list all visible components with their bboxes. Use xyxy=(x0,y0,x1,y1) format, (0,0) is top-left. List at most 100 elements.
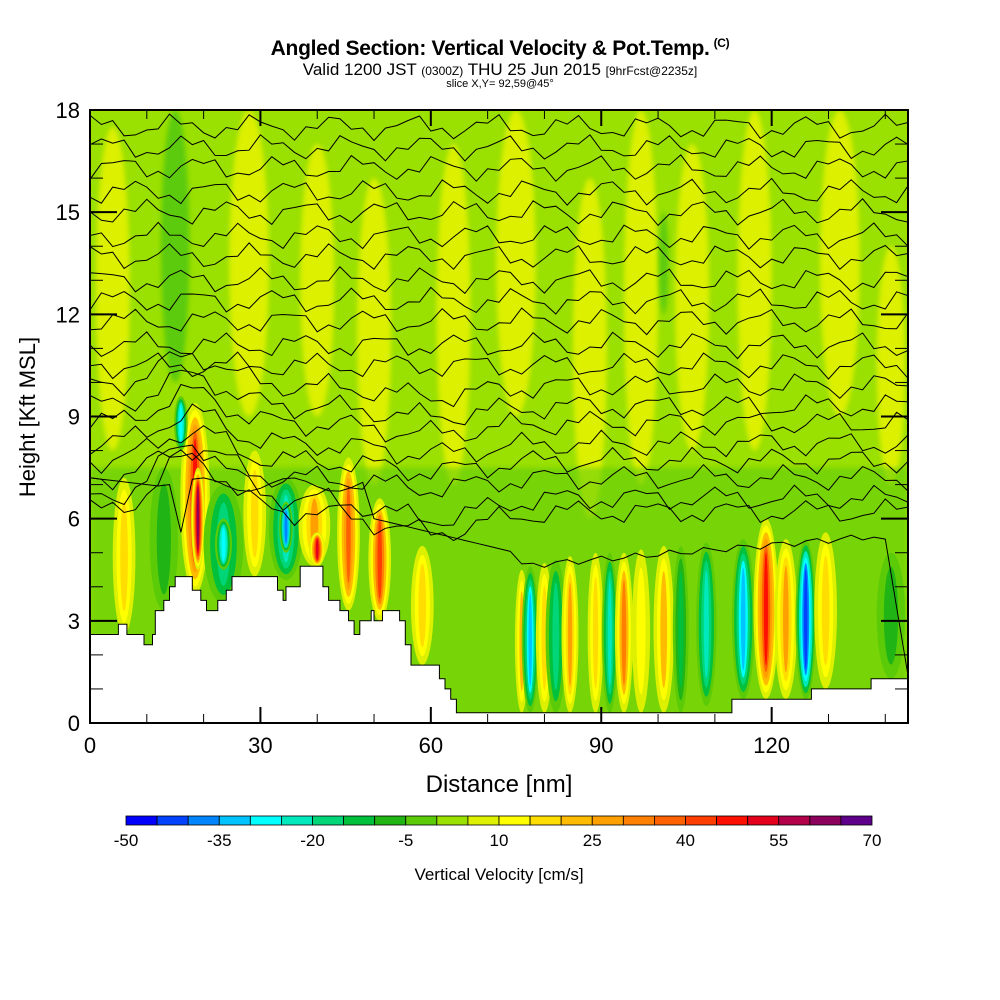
y-tick-label: 15 xyxy=(56,200,80,225)
velocity-cell xyxy=(783,566,789,673)
velocity-streak xyxy=(737,110,772,451)
colorbar-tick-label: -20 xyxy=(300,831,325,850)
colorbar-tick-label: -50 xyxy=(114,831,139,850)
colorbar-tick-label: 40 xyxy=(676,831,695,850)
colorbar-label: Vertical Velocity [cm/s] xyxy=(414,865,583,884)
colorbar-tick-label: 70 xyxy=(863,831,882,850)
velocity-cell xyxy=(821,555,830,666)
velocity-streak xyxy=(300,144,335,417)
colorbar-swatch xyxy=(840,815,873,826)
velocity-streak xyxy=(436,144,471,485)
velocity-cell xyxy=(528,592,532,687)
colorbar-swatch xyxy=(747,815,780,826)
velocity-cell xyxy=(567,582,573,687)
velocity-cell xyxy=(636,567,646,695)
isentrope-line xyxy=(90,477,908,676)
colorbar-swatch xyxy=(218,815,251,826)
velocity-cell xyxy=(678,570,684,688)
velocity-cell xyxy=(552,582,560,690)
isentrope-line xyxy=(90,449,908,498)
colorbar-swatch xyxy=(436,815,469,826)
isentrope-line xyxy=(90,369,908,426)
colorbar-swatch xyxy=(560,815,593,826)
velocity-cell xyxy=(120,501,128,611)
colorbar-swatch xyxy=(591,815,624,826)
velocity-streak xyxy=(356,178,392,485)
colorbar-tick-label: -35 xyxy=(207,831,232,850)
title-main: Angled Section: Vertical Velocity & Pot.… xyxy=(270,37,710,60)
isentrope-line xyxy=(90,198,908,227)
isentrope-line xyxy=(90,113,908,142)
x-tick-label: 0 xyxy=(84,733,96,758)
isentrope-line xyxy=(90,177,908,206)
axes: 0 30 60 90 120 0 3 6 9 12 15 18 xyxy=(56,98,909,758)
y-tick-label: 18 xyxy=(56,98,80,123)
isentrope-line xyxy=(90,221,908,250)
colorbar-swatch xyxy=(467,815,500,826)
velocity-cell xyxy=(592,576,599,689)
velocity-cell xyxy=(740,567,746,671)
velocity-cell xyxy=(221,527,226,562)
colorbar-swatch xyxy=(685,815,717,826)
y-axis-label: Height [Kft MSL] xyxy=(15,337,40,497)
colorbar-swatch xyxy=(249,815,282,826)
colorbar-tick-label: -5 xyxy=(398,831,413,850)
isentrope-line xyxy=(90,307,908,336)
velocity-cell xyxy=(703,570,709,679)
isentrope-line xyxy=(90,452,908,542)
isentrope-line xyxy=(90,351,908,380)
colorbar-swatch xyxy=(529,815,562,826)
forecast-info: [9hrFcst@2235z] xyxy=(605,64,698,78)
velocity-streak xyxy=(623,110,659,485)
colorbar-swatch xyxy=(778,815,811,826)
valid-time: Valid 1200 JST xyxy=(302,60,417,79)
velocity-streak xyxy=(161,110,190,383)
chart-title: Angled Section: Vertical Velocity & Pot.… xyxy=(0,36,1000,61)
colorbar-tick-label: 25 xyxy=(583,831,602,850)
isentrope-line xyxy=(90,286,908,315)
title-units: (C) xyxy=(713,36,730,50)
colorbar-swatch xyxy=(281,815,313,826)
colorbar-swatch xyxy=(125,815,158,826)
isentrope-line xyxy=(90,425,908,482)
colorbar-tick-label: 55 xyxy=(769,831,788,850)
isentrope-line xyxy=(90,134,908,162)
velocity-cell xyxy=(250,469,259,558)
colorbar-swatch xyxy=(312,815,344,826)
velocity-cell xyxy=(621,579,627,686)
isentrope-line xyxy=(90,266,908,295)
terrain-profile xyxy=(90,565,908,723)
velocity-cell xyxy=(607,579,612,686)
colorbar-swatch xyxy=(654,815,686,826)
velocity-streak xyxy=(876,246,906,485)
velocity-cell xyxy=(804,569,808,670)
colorbar-swatch xyxy=(716,815,749,826)
colorbar: -50 -35 -20 -5 10 25 40 55 70 xyxy=(114,815,882,850)
x-tick-label: 30 xyxy=(248,733,272,758)
terrain xyxy=(90,565,908,723)
velocity-cell xyxy=(315,538,319,560)
colorbar-swatch xyxy=(156,815,189,826)
velocity-cell xyxy=(179,405,183,442)
velocity-streak xyxy=(95,127,130,451)
x-axis-label: Distance [nm] xyxy=(426,771,573,798)
colorbar-swatch xyxy=(498,815,531,826)
y-tick-label: 9 xyxy=(68,405,80,430)
y-tick-label: 0 xyxy=(68,711,80,736)
y-tick-label: 12 xyxy=(56,302,80,327)
isentrope-line xyxy=(90,403,908,465)
velocity-cell xyxy=(156,483,171,595)
isentrope-line xyxy=(90,154,908,182)
velocity-cell xyxy=(763,552,769,666)
velocity-streak xyxy=(496,110,536,417)
x-tick-label: 60 xyxy=(419,733,443,758)
chart-subtitle: Valid 1200 JST (0300Z) THU 25 Jun 2015 [… xyxy=(0,60,1000,80)
velocity-cell xyxy=(196,487,199,551)
y-tick-label: 6 xyxy=(68,507,80,532)
velocity-streak xyxy=(229,110,269,417)
colorbar-swatch xyxy=(405,815,438,826)
velocity-cell xyxy=(346,484,351,584)
velocity-cell xyxy=(541,585,548,691)
y-tick-label: 3 xyxy=(68,609,80,634)
